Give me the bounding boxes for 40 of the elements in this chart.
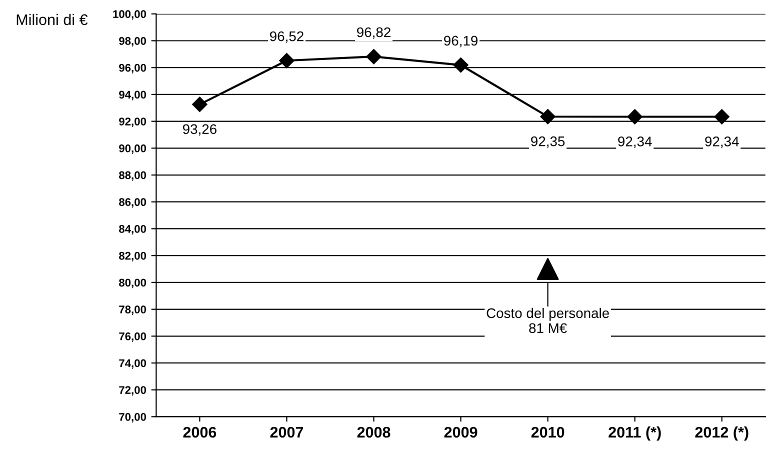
point xyxy=(714,109,730,124)
y-tick-label: 98,00 xyxy=(119,37,146,46)
y-tick-label: 80,00 xyxy=(119,278,146,288)
y-tick-label: 86,00 xyxy=(119,198,146,208)
x-tick-label: 2008 xyxy=(357,426,390,438)
y-tick-label: 74,00 xyxy=(119,359,146,369)
x-tick-label: 2010 xyxy=(531,426,564,438)
x-tick-label: 2012 (*) xyxy=(695,426,748,441)
y-tick-label: 72,00 xyxy=(119,386,146,396)
x-tick-label: 2011 (*) xyxy=(608,426,661,441)
y-axis-title: Milioni di € xyxy=(16,14,88,26)
point xyxy=(453,57,468,73)
y-tick-label: 82,00 xyxy=(119,252,146,262)
x-tick-label: 2006 xyxy=(183,426,216,438)
data-label: 96,82 xyxy=(357,27,390,39)
y-tick-label: 70,00 xyxy=(119,412,146,422)
y-tick-label: 90,00 xyxy=(119,144,146,154)
y-tick-label: 100,00 xyxy=(113,10,146,20)
data-label: 92,35 xyxy=(531,136,565,148)
x-tick-label: 2007 xyxy=(270,426,304,438)
point xyxy=(540,109,556,124)
y-tick-label: 76,00 xyxy=(119,332,146,342)
data-label: 96,19 xyxy=(444,36,478,48)
y-tick-label: 84,00 xyxy=(119,224,146,234)
data-label: 92,34 xyxy=(705,136,739,148)
point xyxy=(279,53,294,68)
point xyxy=(536,258,559,280)
annotation: Costo del personale 81 M€ xyxy=(486,308,609,334)
y-tick-label: 88,00 xyxy=(119,171,146,181)
y-tick-label: 92,00 xyxy=(119,118,146,128)
x-tick-label: 2009 xyxy=(444,426,478,438)
data-label: 93,26 xyxy=(182,124,216,136)
y-tick-label: 78,00 xyxy=(119,306,146,316)
y-tick-label: 96,00 xyxy=(119,64,146,74)
point xyxy=(627,109,642,124)
data-label: 92,34 xyxy=(618,136,652,148)
data-label: 96,52 xyxy=(270,31,304,43)
y-tick-label: 94,00 xyxy=(119,90,146,100)
point xyxy=(366,49,382,64)
point xyxy=(192,96,208,112)
